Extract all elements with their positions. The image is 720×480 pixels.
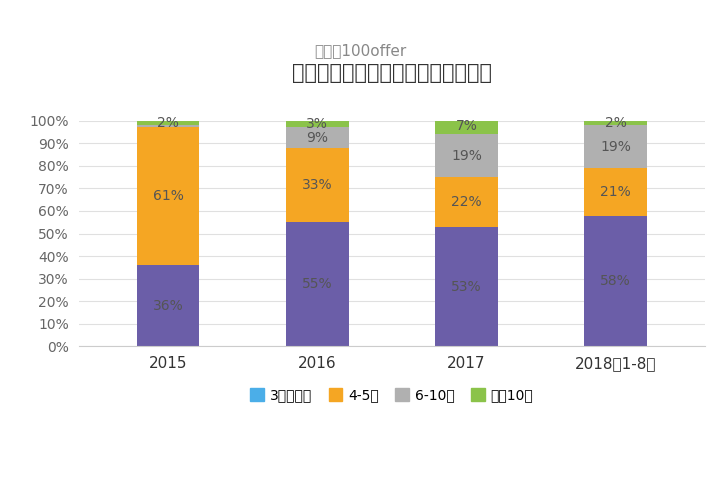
Text: 55%: 55% <box>302 277 333 291</box>
Text: 33%: 33% <box>302 178 333 192</box>
Bar <box>286 222 348 347</box>
Text: 2%: 2% <box>605 116 626 130</box>
Text: 36%: 36% <box>153 299 184 313</box>
Bar <box>584 120 647 125</box>
Bar <box>137 128 199 265</box>
Bar <box>137 120 199 125</box>
Bar <box>286 148 348 222</box>
Bar <box>435 227 498 347</box>
Text: 19%: 19% <box>600 140 631 154</box>
Bar <box>584 168 647 216</box>
Text: 61%: 61% <box>153 189 184 204</box>
Text: 58%: 58% <box>600 274 631 288</box>
Text: 53%: 53% <box>451 280 482 294</box>
Bar <box>435 119 498 134</box>
Bar <box>435 134 498 177</box>
Bar <box>286 120 348 128</box>
Bar <box>584 216 647 347</box>
Legend: 3年及以下, 4-5年, 6-10年, 大于10年: 3年及以下, 4-5年, 6-10年, 大于10年 <box>245 383 539 408</box>
Text: 3%: 3% <box>306 117 328 131</box>
Bar <box>584 125 647 168</box>
Text: 7%: 7% <box>456 120 477 133</box>
Bar <box>286 128 348 148</box>
Title: 历年数据类岗位求职者工作年限分布: 历年数据类岗位求职者工作年限分布 <box>292 63 492 83</box>
Text: 21%: 21% <box>600 185 631 199</box>
Text: 2%: 2% <box>157 116 179 130</box>
Text: 来源：100offer: 来源：100offer <box>314 43 406 58</box>
Bar <box>137 265 199 347</box>
Text: 22%: 22% <box>451 195 482 209</box>
Text: 9%: 9% <box>306 131 328 144</box>
Bar <box>137 125 199 128</box>
Text: 19%: 19% <box>451 149 482 163</box>
Bar <box>435 177 498 227</box>
